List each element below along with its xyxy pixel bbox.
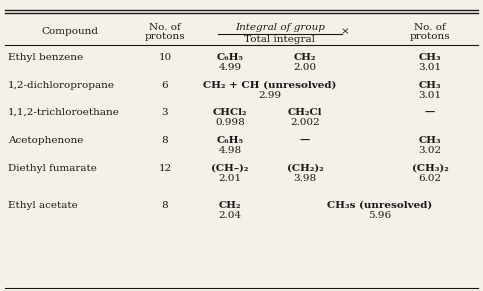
Text: Ethyl acetate: Ethyl acetate	[8, 201, 78, 210]
Text: 2.99: 2.99	[258, 91, 282, 100]
Text: Acetophenone: Acetophenone	[8, 136, 84, 145]
Text: CH₃: CH₃	[419, 136, 441, 145]
Text: 3: 3	[162, 108, 168, 117]
Text: 10: 10	[158, 53, 171, 62]
Text: 6: 6	[162, 81, 168, 90]
Text: 2.002: 2.002	[290, 118, 320, 127]
Text: Ethyl benzene: Ethyl benzene	[8, 53, 83, 62]
Text: CHCl₂: CHCl₂	[213, 108, 247, 117]
Text: 3.98: 3.98	[294, 174, 316, 183]
Text: 1,2-dichloropropane: 1,2-dichloropropane	[8, 81, 115, 90]
Text: CH₃: CH₃	[419, 53, 441, 62]
Text: 6.02: 6.02	[418, 174, 441, 183]
Text: 2.01: 2.01	[218, 174, 242, 183]
Text: (CH–)₂: (CH–)₂	[212, 164, 249, 173]
Text: protons: protons	[410, 32, 450, 41]
Text: 2.04: 2.04	[218, 211, 242, 220]
Text: 4.99: 4.99	[218, 63, 242, 72]
Text: 3.01: 3.01	[418, 91, 441, 100]
Text: 2.00: 2.00	[294, 63, 316, 72]
Text: 0.998: 0.998	[215, 118, 245, 127]
Text: CH₂ + CH (unresolved): CH₂ + CH (unresolved)	[203, 81, 337, 90]
Text: 8: 8	[162, 201, 168, 210]
Text: CH₂: CH₂	[219, 201, 241, 210]
Text: 12: 12	[158, 164, 171, 173]
Text: protons: protons	[145, 32, 185, 41]
Text: C₆H₅: C₆H₅	[216, 53, 243, 62]
Text: Compound: Compound	[42, 27, 99, 36]
Text: 8: 8	[162, 136, 168, 145]
Text: Diethyl fumarate: Diethyl fumarate	[8, 164, 97, 173]
Text: ×: ×	[341, 27, 349, 36]
Text: 4.98: 4.98	[218, 146, 242, 155]
Text: —: —	[425, 108, 435, 117]
Text: CH₂: CH₂	[294, 53, 316, 62]
Text: 3.01: 3.01	[418, 63, 441, 72]
Text: Total integral: Total integral	[244, 35, 315, 44]
Text: —: —	[300, 136, 310, 145]
Text: 1,1,2-trichloroethane: 1,1,2-trichloroethane	[8, 108, 120, 117]
Text: 5.96: 5.96	[369, 211, 392, 220]
Text: C₆H₅: C₆H₅	[216, 136, 243, 145]
Text: (CH₃)₂: (CH₃)₂	[412, 164, 448, 173]
Text: (CH₂)₂: (CH₂)₂	[286, 164, 324, 173]
Text: CH₃s (unresolved): CH₃s (unresolved)	[327, 201, 433, 210]
Text: CH₂Cl: CH₂Cl	[288, 108, 322, 117]
Text: 3.02: 3.02	[418, 146, 441, 155]
Text: CH₃: CH₃	[419, 81, 441, 90]
Text: Integral of group: Integral of group	[235, 23, 325, 32]
Text: No. of: No. of	[149, 23, 181, 32]
Text: No. of: No. of	[414, 23, 446, 32]
